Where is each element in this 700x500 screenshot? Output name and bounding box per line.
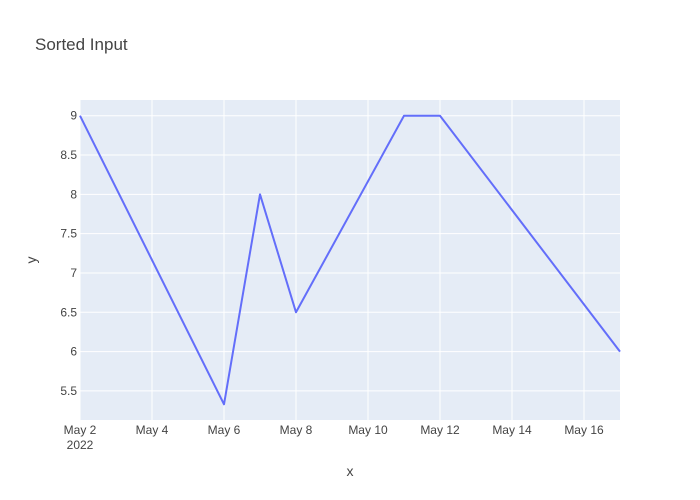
grid-lines (79, 100, 620, 420)
series-layer (79, 114, 621, 406)
x-tick-label: May 4 (136, 423, 169, 437)
y-tick-label: 8 (70, 187, 77, 201)
y-tick-label: 5.5 (60, 384, 77, 398)
x-tick-label: May 6 (208, 423, 241, 437)
chart-title: Sorted Input (35, 35, 128, 54)
x-tick-label: May 16 (564, 423, 604, 437)
y-tick-label: 6.5 (60, 305, 77, 319)
x-axis-title: x (347, 463, 354, 479)
y-tick-label: 6 (70, 345, 77, 359)
x-tick-sublabel: 2022 (67, 438, 94, 452)
y-tick-label: 9 (70, 109, 77, 123)
y-tick-label: 7 (70, 266, 77, 280)
x-tick-label: May 14 (492, 423, 532, 437)
y-tick-label: 7.5 (60, 227, 77, 241)
series-line (79, 114, 621, 406)
x-tick-label: May 2 (64, 423, 97, 437)
plot-area (80, 100, 620, 420)
y-tick-label: 8.5 (60, 148, 77, 162)
x-tick-label: May 10 (348, 423, 388, 437)
x-tick-label: May 8 (280, 423, 313, 437)
x-tick-label: May 12 (420, 423, 460, 437)
y-axis-title: y (23, 257, 39, 264)
